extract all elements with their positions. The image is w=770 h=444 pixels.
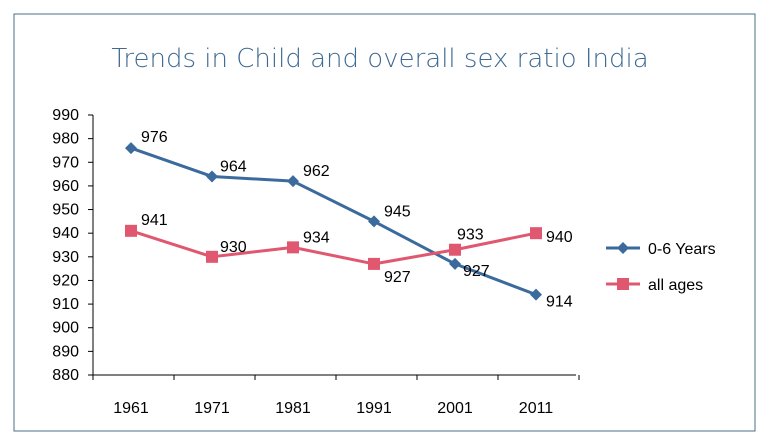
x-tick-label: 1961 xyxy=(113,400,149,417)
y-tick-label: 970 xyxy=(52,154,79,171)
data-label: 941 xyxy=(141,212,168,229)
y-tick-label: 890 xyxy=(52,343,79,360)
legend-item: 0-6 Years xyxy=(606,241,716,258)
data-label: 940 xyxy=(546,229,573,246)
data-point xyxy=(368,257,380,270)
y-tick-label: 880 xyxy=(52,367,79,384)
data-label: 964 xyxy=(220,158,247,175)
data-point xyxy=(206,170,218,183)
data-point xyxy=(206,250,218,263)
data-label: 927 xyxy=(463,263,490,280)
y-tick-label: 960 xyxy=(52,178,79,195)
series-2: 941 930 934 927 933 940 xyxy=(125,212,573,286)
data-point xyxy=(368,215,380,228)
data-label: 927 xyxy=(384,269,411,286)
data-point xyxy=(287,175,299,188)
data-point xyxy=(125,142,137,155)
legend-marker xyxy=(617,242,629,254)
y-tick-label: 910 xyxy=(52,296,79,313)
legend-label: 0-6 Years xyxy=(648,241,716,258)
plot-area: 976 964 962 945 927 914 941 930 934 927 933 940 xyxy=(125,129,573,311)
legend-item: all ages xyxy=(606,277,703,294)
data-label: 933 xyxy=(457,227,484,244)
data-point xyxy=(125,224,137,237)
data-label: 976 xyxy=(141,129,168,146)
y-tick-label: 940 xyxy=(52,225,79,242)
y-tick-label: 950 xyxy=(52,202,79,219)
series-line xyxy=(130,146,537,297)
legend-label: all ages xyxy=(648,277,703,294)
data-label: 962 xyxy=(303,163,330,180)
data-label: 930 xyxy=(220,239,247,256)
y-tick-label: 920 xyxy=(52,272,79,289)
x-tick-label: 1981 xyxy=(275,400,311,417)
y-tick-label: 930 xyxy=(52,249,79,266)
y-tick-label: 900 xyxy=(52,320,79,337)
data-point xyxy=(530,227,542,240)
data-point xyxy=(530,288,542,301)
data-point xyxy=(449,243,461,256)
data-label: 934 xyxy=(303,229,330,246)
axes: 880 890 900 910 920 930 940 950 960 970 980 990 1961… xyxy=(52,107,580,417)
data-label: 914 xyxy=(546,294,573,311)
x-tick-label: 2011 xyxy=(519,400,554,417)
x-tick-label: 1991 xyxy=(356,400,392,417)
data-label: 945 xyxy=(384,203,411,220)
chart-title: Trends in Child and overall sex ratio In… xyxy=(111,44,648,74)
y-tick-label: 990 xyxy=(52,107,79,124)
chart-frame xyxy=(13,13,756,432)
data-point xyxy=(287,241,299,254)
legend-marker xyxy=(617,278,629,290)
data-point xyxy=(449,257,461,270)
y-tick-label: 980 xyxy=(52,131,79,148)
x-tick-label: 2001 xyxy=(437,400,473,417)
legend: 0-6 Years all ages xyxy=(606,241,716,294)
x-tick-label: 1971 xyxy=(194,400,230,417)
series-line xyxy=(130,229,537,266)
series-1: 976 964 962 945 927 914 xyxy=(125,129,573,311)
